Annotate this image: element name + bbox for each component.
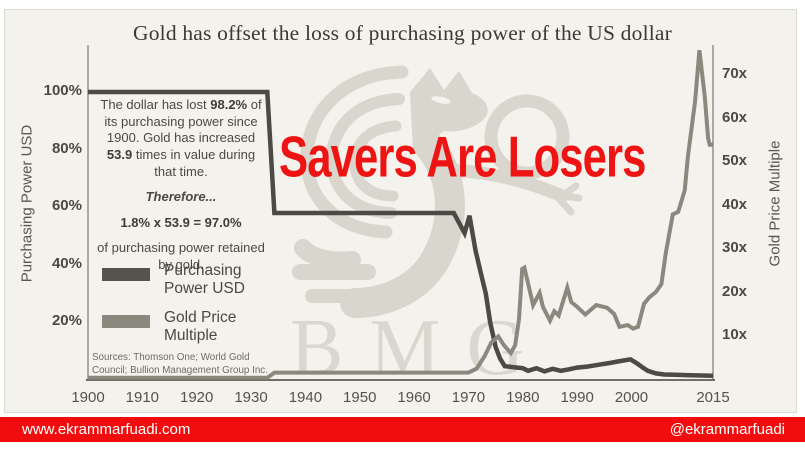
left-axis-title: Purchasing Power USD [18, 124, 36, 283]
annotation-paragraph: The dollar has lost 98.2% of its purchas… [96, 97, 266, 180]
legend-label: Gold Price Multiple [164, 308, 237, 344]
chart-title: Gold has offset the loss of purchasing p… [132, 21, 673, 45]
watermark-letters: BMG [290, 304, 551, 392]
annotation-formula: 1.8% x 53.9 = 97.0% [96, 215, 266, 232]
legend-swatch-purchasing-power [102, 268, 150, 281]
footer-website[interactable]: www.ekrammarfuadi.com [22, 421, 191, 438]
annotation-value-gold: 53.9 [106, 146, 133, 162]
annotation-text: The dollar has lost [100, 97, 211, 112]
legend-item-gold-multiple: Gold Price Multiple [102, 309, 276, 346]
footer-handle[interactable]: @ekrammarfuadi [669, 421, 785, 438]
legend: Purchasing Power USD Gold Price Multiple [102, 262, 276, 355]
legend-label: Purchasing Power USD [164, 262, 245, 298]
annotation-text: times in value during that time. [132, 146, 256, 179]
footer-bar: www.ekrammarfuadi.com @ekrammarfuadi [0, 417, 805, 442]
overlay-text: Savers Are Losers [279, 124, 646, 189]
legend-swatch-gold-multiple [102, 314, 150, 328]
legend-item-purchasing-power: Purchasing Power USD [102, 262, 276, 299]
right-axis-title: Gold Price Multiple [766, 140, 784, 267]
annotation-box: The dollar has lost 98.2% of its purchas… [96, 97, 266, 283]
sources-note: Sources: Thomson One; World Gold Council… [92, 352, 268, 376]
annotation-therefore: Therefore... [145, 189, 217, 205]
annotation-value-lost: 98.2% [210, 97, 248, 112]
annotation-formula-text: 1.8% x 53.9 = 97.0% [120, 214, 242, 230]
